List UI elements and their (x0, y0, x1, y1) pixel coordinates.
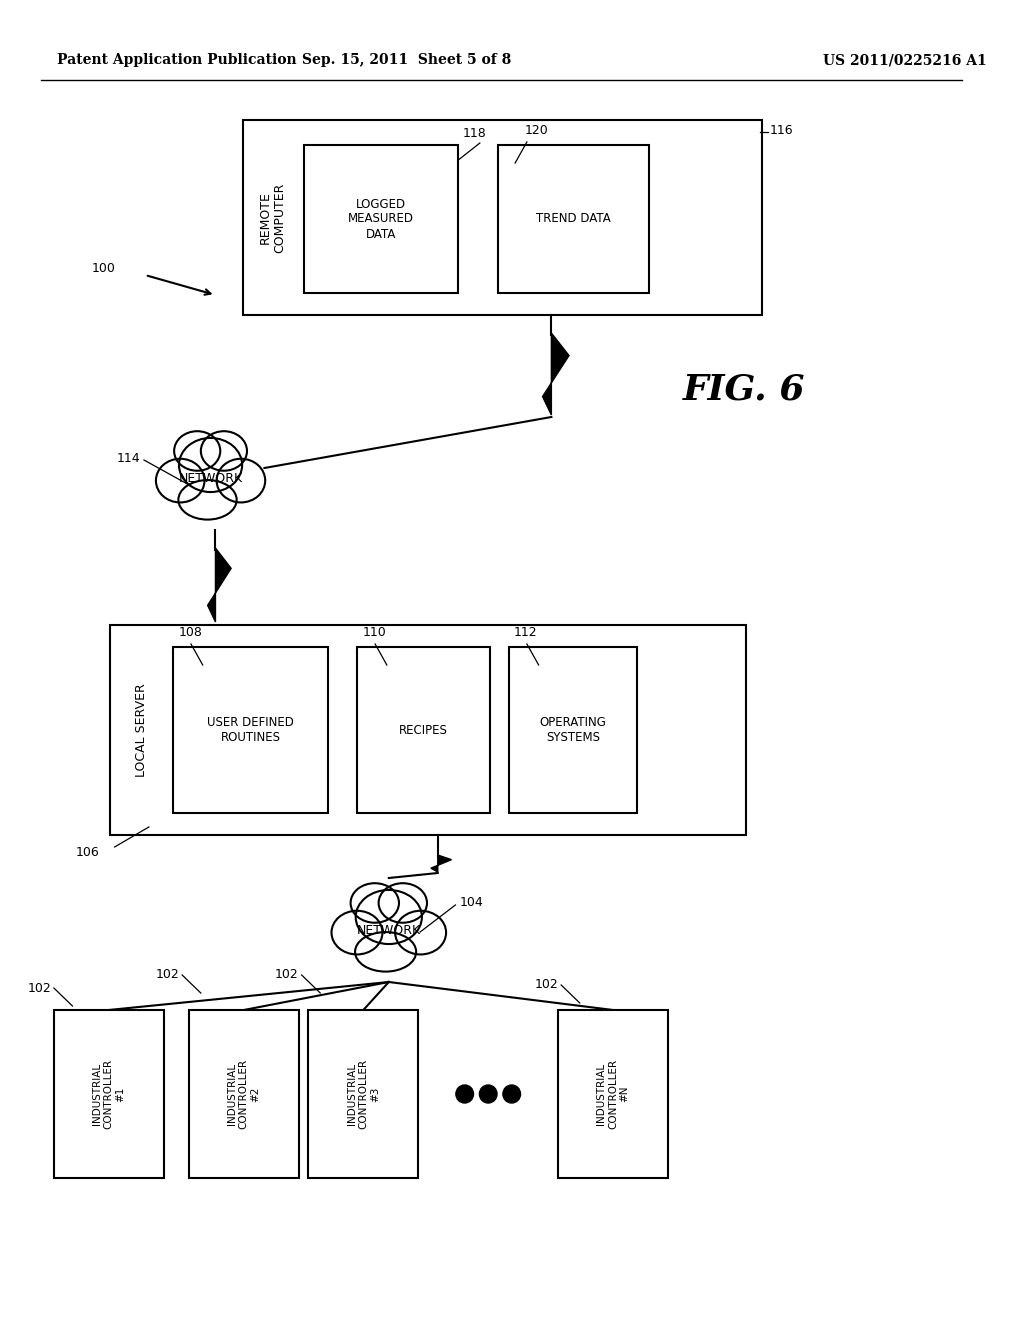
Text: 120: 120 (525, 124, 549, 137)
Bar (243, 120, 762, 315)
Bar (173, 647, 328, 813)
Text: INDUSTRIAL
CONTROLLER
#2: INDUSTRIAL CONTROLLER #2 (227, 1059, 260, 1129)
Bar (303, 145, 459, 293)
Text: Patent Application Publication: Patent Application Publication (56, 53, 296, 67)
Ellipse shape (395, 911, 446, 954)
Text: 102: 102 (28, 982, 51, 994)
Ellipse shape (156, 459, 205, 503)
Circle shape (503, 1085, 520, 1104)
Text: 112: 112 (514, 626, 538, 639)
Text: REMOTE
COMPUTER: REMOTE COMPUTER (258, 182, 287, 252)
Ellipse shape (350, 883, 399, 923)
Text: LOCAL SERVER: LOCAL SERVER (134, 684, 147, 777)
Bar (498, 145, 649, 293)
Text: 102: 102 (156, 969, 179, 982)
Text: 102: 102 (535, 978, 558, 991)
Text: 102: 102 (275, 969, 299, 982)
Text: OPERATING
SYSTEMS: OPERATING SYSTEMS (540, 715, 606, 744)
Text: 110: 110 (362, 626, 386, 639)
Bar (110, 624, 746, 836)
Circle shape (479, 1085, 497, 1104)
Text: 100: 100 (92, 261, 116, 275)
Ellipse shape (201, 432, 247, 471)
Ellipse shape (217, 459, 265, 503)
Text: FIG. 6: FIG. 6 (683, 374, 806, 407)
Ellipse shape (379, 883, 427, 923)
Bar (509, 647, 637, 813)
Ellipse shape (355, 932, 416, 972)
Ellipse shape (179, 438, 242, 492)
Bar (54, 1010, 164, 1177)
Polygon shape (208, 548, 231, 622)
Text: NETWORK: NETWORK (356, 924, 421, 936)
Ellipse shape (174, 432, 220, 471)
Text: TREND DATA: TREND DATA (536, 213, 610, 226)
Bar (189, 1010, 299, 1177)
Ellipse shape (332, 911, 382, 954)
Bar (308, 1010, 418, 1177)
Text: US 2011/0225216 A1: US 2011/0225216 A1 (822, 53, 986, 67)
Polygon shape (431, 855, 452, 873)
Text: RECIPES: RECIPES (399, 723, 449, 737)
Text: Sep. 15, 2011  Sheet 5 of 8: Sep. 15, 2011 Sheet 5 of 8 (302, 53, 511, 67)
Text: INDUSTRIAL
CONTROLLER
#1: INDUSTRIAL CONTROLLER #1 (92, 1059, 125, 1129)
Text: USER DEFINED
ROUTINES: USER DEFINED ROUTINES (207, 715, 294, 744)
Ellipse shape (178, 480, 237, 520)
Text: INDUSTRIAL
CONTROLLER
#N: INDUSTRIAL CONTROLLER #N (596, 1059, 630, 1129)
Bar (558, 1010, 668, 1177)
Bar (357, 647, 489, 813)
Text: 106: 106 (76, 846, 100, 859)
Text: NETWORK: NETWORK (178, 471, 243, 484)
Circle shape (456, 1085, 473, 1104)
Text: LOGGED
MEASURED
DATA: LOGGED MEASURED DATA (348, 198, 414, 240)
Text: 104: 104 (460, 895, 483, 908)
Text: INDUSTRIAL
CONTROLLER
#3: INDUSTRIAL CONTROLLER #3 (347, 1059, 380, 1129)
Text: 114: 114 (117, 451, 140, 465)
Ellipse shape (355, 890, 422, 944)
Text: 108: 108 (178, 626, 202, 639)
Text: 118: 118 (462, 127, 486, 140)
Polygon shape (543, 333, 569, 414)
Text: 116: 116 (770, 124, 794, 136)
